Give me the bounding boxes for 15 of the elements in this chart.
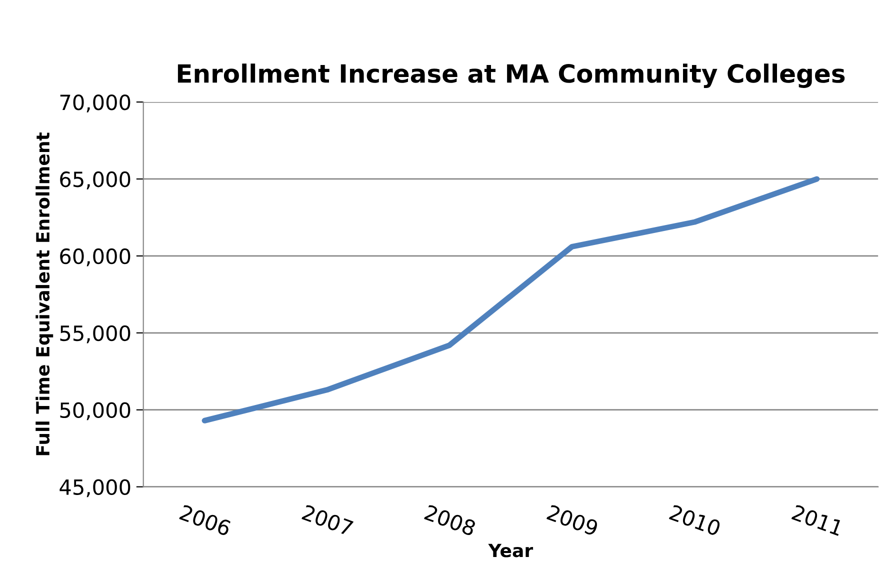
y-tick-label: 45,000: [60, 479, 130, 498]
x-axis-title: Year: [488, 544, 534, 558]
y-axis-title: Full Time Equivalent Enrollment: [36, 132, 54, 456]
x-tick-label: 2008: [424, 504, 476, 536]
x-tick-label: 2006: [179, 504, 232, 536]
y-tick-label: 55,000: [60, 325, 130, 344]
x-tick-label: 2010: [668, 504, 722, 536]
y-tick-label: 65,000: [60, 171, 130, 190]
y-tick-label: 60,000: [60, 248, 130, 266]
y-tick-label: 50,000: [60, 402, 130, 420]
x-tick-label: 2007: [301, 504, 354, 536]
x-tick-label: 2009: [546, 504, 599, 536]
y-tick-label: 70,000: [60, 94, 130, 112]
x-tick-label: 2011: [791, 504, 844, 536]
chart-title: Enrollment Increase at MA Community Colleges: [178, 64, 845, 88]
